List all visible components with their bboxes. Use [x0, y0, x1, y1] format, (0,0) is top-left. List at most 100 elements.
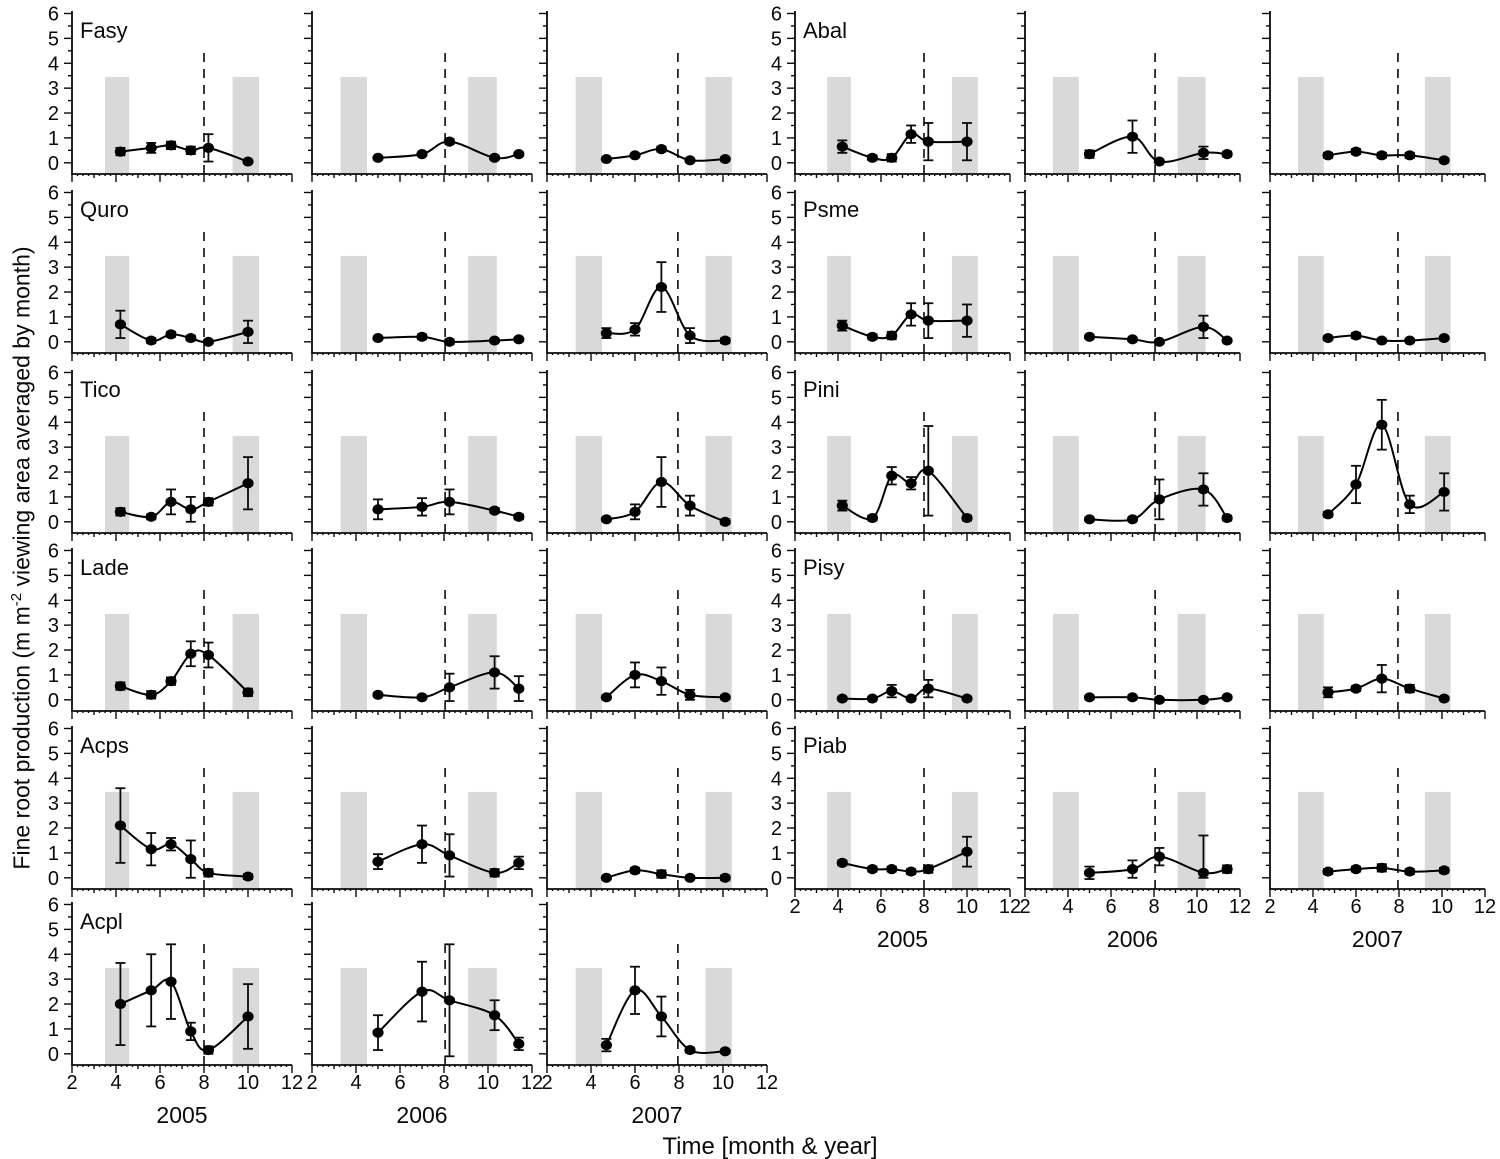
data-point-marker	[1153, 851, 1165, 862]
data-point-marker	[836, 320, 848, 331]
x-tick-label: 2	[1019, 896, 1030, 918]
axis-spines	[1024, 548, 1240, 712]
winter-shading-band	[105, 435, 130, 533]
series-line	[120, 144, 249, 163]
y-tick-label: 4	[771, 53, 782, 75]
panel-Pini-2005: 6 5 4 3 2 1 0 Pini	[771, 362, 1011, 541]
data-point-marker	[629, 865, 641, 876]
y-tick-label: 3	[771, 793, 782, 815]
y-tick-label: 2	[48, 103, 59, 125]
panel-Pisy-2006	[1017, 548, 1241, 719]
data-point-marker	[489, 335, 501, 346]
panel-Quro-2005: 6 5 4 3 2 1 0 Quro	[48, 182, 293, 361]
y-tick-label: 4	[771, 412, 782, 434]
axis-spines	[546, 190, 767, 354]
data-point-marker	[600, 1039, 613, 1051]
panel-Quro-2007	[539, 190, 768, 361]
winter-shading-band	[827, 76, 851, 174]
panel-Tico-2006	[304, 370, 533, 541]
data-point-marker	[1376, 419, 1388, 430]
data-point-marker	[114, 998, 126, 1010]
data-point-marker	[1322, 687, 1334, 698]
y-tick-label: 3	[48, 78, 59, 100]
y-tick-label: 1	[48, 1019, 59, 1041]
axis-spines	[546, 548, 767, 712]
x-tick-label: 12	[1474, 896, 1496, 918]
data-point-marker	[719, 153, 731, 165]
y-axis-label-text-2: viewing area averaged by month)	[8, 246, 35, 593]
species-label: Psme	[803, 197, 859, 222]
panel-Pisy-2007	[1262, 548, 1486, 719]
panel-Tico-2005: 6 5 4 3 2 1 0 Tico	[48, 362, 293, 541]
species-label: Piab	[803, 733, 847, 758]
y-tick-label: 2	[771, 818, 782, 840]
data-point-marker	[242, 871, 254, 882]
panel-Abal-2007	[1262, 11, 1486, 182]
y-tick-label: 2	[771, 640, 782, 662]
data-point-marker	[185, 648, 197, 659]
data-point-marker	[684, 1044, 696, 1056]
data-point-marker	[185, 1026, 197, 1037]
y-tick-label: 6	[48, 362, 59, 384]
x-tick-label: 12	[281, 1072, 303, 1094]
data-point-marker	[513, 148, 525, 160]
axis-spines	[546, 370, 767, 534]
data-point-marker	[922, 315, 934, 326]
panel-Piab-2006: 2 4 6 8 10 12 2006	[1017, 726, 1251, 952]
axis-spines	[794, 726, 1010, 890]
winter-shading-band	[468, 613, 497, 711]
winter-shading-band	[1052, 791, 1079, 889]
axis-spines	[71, 11, 292, 175]
y-tick-label: 3	[771, 615, 782, 637]
data-point-marker	[416, 331, 428, 342]
data-point-marker	[1404, 499, 1416, 510]
series-line	[119, 323, 249, 343]
data-point-marker	[1438, 865, 1450, 876]
data-point-marker	[489, 505, 501, 516]
axis-spines	[546, 902, 767, 1066]
data-point-marker	[600, 872, 613, 883]
winter-shading-band	[705, 791, 732, 889]
y-tick-label: 3	[771, 78, 782, 100]
y-tick-label: 1	[771, 665, 782, 687]
y-tick-label: 4	[771, 232, 782, 254]
data-point-marker	[1350, 146, 1362, 157]
data-point-marker	[886, 470, 898, 481]
y-tick-label: 2	[771, 282, 782, 304]
data-point-marker	[684, 872, 696, 883]
data-point-marker	[1083, 514, 1096, 525]
panel-Acps-2007	[539, 726, 768, 897]
data-point-marker	[416, 839, 428, 850]
winter-shading-band	[1297, 255, 1324, 353]
winter-shading-band	[951, 791, 978, 889]
panel-Pisy-2005: 6 5 4 3 2 1 0 Pisy	[771, 540, 1011, 719]
y-tick-label: 3	[48, 793, 59, 815]
data-point-marker	[655, 1011, 668, 1022]
data-point-marker	[1350, 863, 1362, 875]
y-tick-label: 6	[771, 540, 782, 562]
y-tick-label: 2	[771, 103, 782, 125]
winter-shading-band	[105, 255, 130, 353]
data-point-marker	[185, 854, 197, 865]
panel-Acpl-2007: 2 4 6 8 10 12 2007	[539, 902, 778, 1128]
data-point-marker	[145, 844, 157, 855]
y-tick-label: 6	[771, 718, 782, 740]
panel-Fasy-2005: 6 5 4 3 2 1 0 Fasy	[48, 3, 293, 182]
data-point-marker	[600, 514, 613, 525]
y-tick-label: 1	[48, 665, 59, 687]
data-point-marker	[1221, 148, 1233, 160]
winter-shading-band	[575, 255, 602, 353]
data-point-marker	[1083, 148, 1096, 160]
data-point-marker	[655, 868, 668, 880]
data-point-marker	[114, 681, 126, 692]
panel-Abal-2006	[1017, 11, 1241, 182]
series-line	[120, 482, 249, 519]
panel-Psme-2007	[1262, 190, 1486, 361]
y-tick-label: 0	[771, 690, 782, 712]
data-point-marker	[1438, 332, 1450, 344]
y-axis-label-superscript: -2	[8, 592, 25, 607]
data-point-marker	[1376, 862, 1388, 873]
data-point-marker	[684, 155, 696, 166]
axis-spines	[794, 370, 1010, 534]
